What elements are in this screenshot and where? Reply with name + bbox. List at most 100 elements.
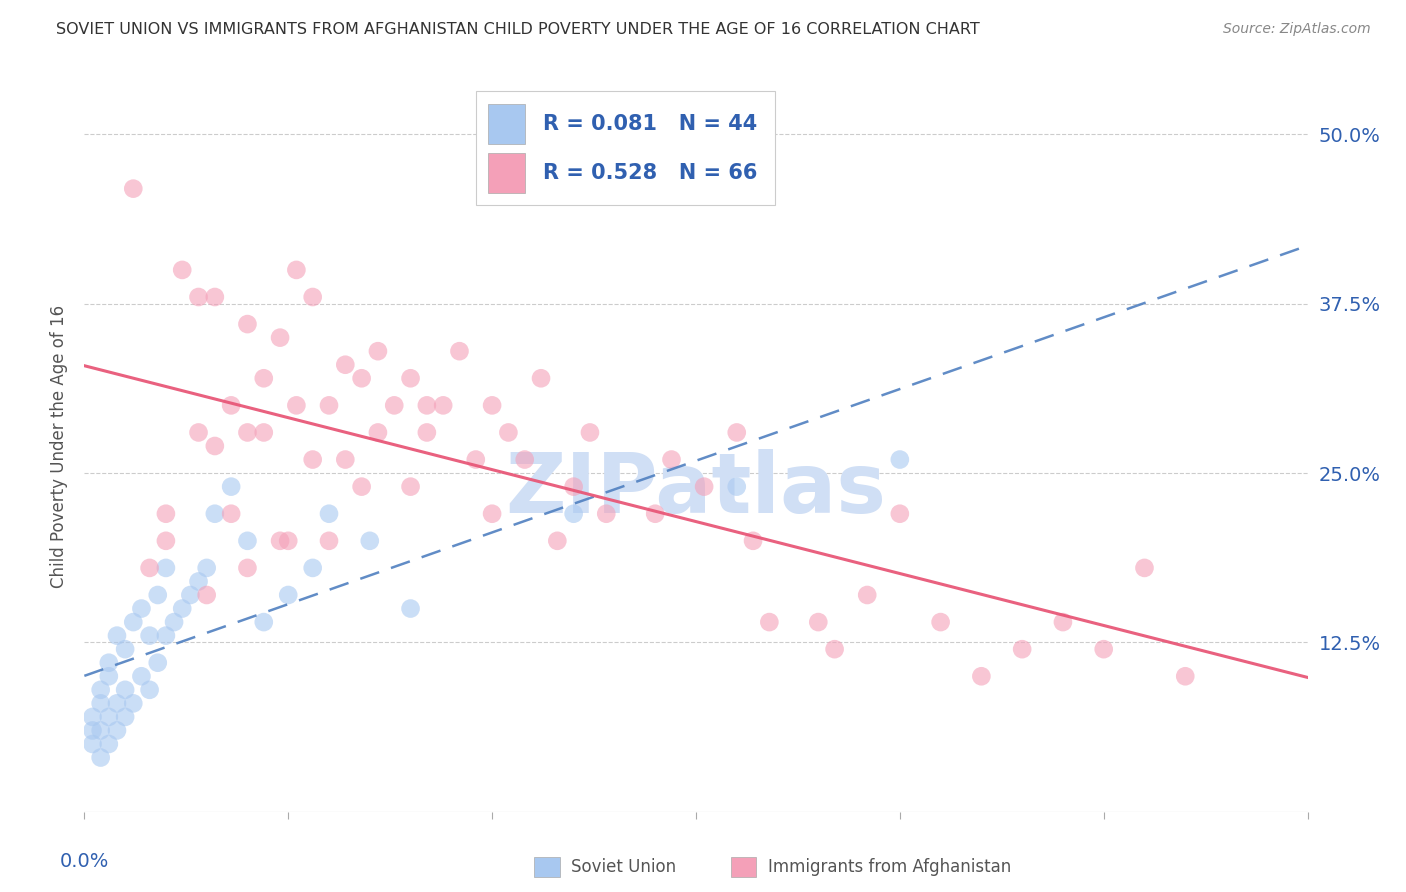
Point xyxy=(285,398,308,412)
Point xyxy=(856,588,879,602)
Point xyxy=(138,561,160,575)
Point xyxy=(253,425,276,440)
Point xyxy=(236,425,259,440)
Text: 0.0%: 0.0% xyxy=(59,852,110,871)
Text: R = 0.528   N = 66: R = 0.528 N = 66 xyxy=(543,163,758,183)
Point xyxy=(122,697,145,711)
Point xyxy=(187,290,209,304)
Point xyxy=(236,317,259,331)
Point xyxy=(807,615,830,629)
Point xyxy=(204,439,226,453)
Point xyxy=(318,398,340,412)
Point xyxy=(269,331,291,345)
Point xyxy=(1011,642,1033,657)
Point xyxy=(114,642,136,657)
Point xyxy=(195,561,218,575)
Point xyxy=(131,669,153,683)
Point xyxy=(301,290,323,304)
Point xyxy=(301,561,323,575)
Point xyxy=(359,533,381,548)
Point xyxy=(90,682,112,697)
Point xyxy=(464,452,486,467)
Point xyxy=(138,682,160,697)
Point xyxy=(179,588,201,602)
Point xyxy=(122,181,145,195)
Point xyxy=(513,452,536,467)
Point xyxy=(725,480,748,494)
Point xyxy=(204,507,226,521)
Point xyxy=(97,737,120,751)
Point xyxy=(114,682,136,697)
Point xyxy=(498,425,520,440)
Point xyxy=(219,480,242,494)
Point xyxy=(236,533,259,548)
Point xyxy=(1133,561,1156,575)
Y-axis label: Child Poverty Under the Age of 16: Child Poverty Under the Age of 16 xyxy=(49,304,67,588)
Point xyxy=(97,710,120,724)
Point xyxy=(269,533,291,548)
Point xyxy=(481,507,503,521)
Point xyxy=(725,425,748,440)
Point xyxy=(155,533,177,548)
Point xyxy=(889,507,911,521)
Point xyxy=(350,480,373,494)
Point xyxy=(889,452,911,467)
Point xyxy=(579,425,602,440)
Point xyxy=(530,371,553,385)
Point xyxy=(367,425,389,440)
Point xyxy=(253,371,276,385)
Point xyxy=(195,588,218,602)
Point xyxy=(277,588,299,602)
Point xyxy=(155,629,177,643)
Point xyxy=(146,588,169,602)
Point xyxy=(187,425,209,440)
Point xyxy=(236,561,259,575)
Point xyxy=(155,561,177,575)
Point xyxy=(97,669,120,683)
Point xyxy=(1052,615,1074,629)
Point xyxy=(155,507,177,521)
Point xyxy=(90,697,112,711)
Point xyxy=(105,697,128,711)
Text: Soviet Union: Soviet Union xyxy=(571,858,676,876)
FancyBboxPatch shape xyxy=(488,153,524,194)
Point xyxy=(122,615,145,629)
Point xyxy=(172,601,194,615)
Point xyxy=(595,507,617,521)
Point xyxy=(644,507,666,521)
Point xyxy=(163,615,186,629)
Point xyxy=(693,480,716,494)
Point xyxy=(204,290,226,304)
Point xyxy=(82,737,104,751)
Point xyxy=(399,371,422,385)
Point xyxy=(90,723,112,738)
Point xyxy=(301,452,323,467)
Point xyxy=(318,533,340,548)
Point xyxy=(367,344,389,359)
Text: Source: ZipAtlas.com: Source: ZipAtlas.com xyxy=(1223,22,1371,37)
Point xyxy=(970,669,993,683)
Text: SOVIET UNION VS IMMIGRANTS FROM AFGHANISTAN CHILD POVERTY UNDER THE AGE OF 16 CO: SOVIET UNION VS IMMIGRANTS FROM AFGHANIS… xyxy=(56,22,980,37)
Point xyxy=(97,656,120,670)
Point xyxy=(382,398,405,412)
Point xyxy=(219,507,242,521)
Point xyxy=(742,533,765,548)
Point xyxy=(416,398,439,412)
Point xyxy=(138,629,160,643)
Point xyxy=(546,533,568,548)
Point xyxy=(350,371,373,385)
Point xyxy=(335,452,357,467)
Point xyxy=(432,398,454,412)
Point xyxy=(1174,669,1197,683)
Point xyxy=(399,601,422,615)
Point xyxy=(1092,642,1115,657)
Point xyxy=(187,574,209,589)
Point xyxy=(219,398,242,412)
Point xyxy=(146,656,169,670)
Point xyxy=(416,425,439,440)
Point xyxy=(90,750,112,764)
Point xyxy=(758,615,780,629)
Point xyxy=(82,710,104,724)
Point xyxy=(661,452,683,467)
Point xyxy=(449,344,471,359)
